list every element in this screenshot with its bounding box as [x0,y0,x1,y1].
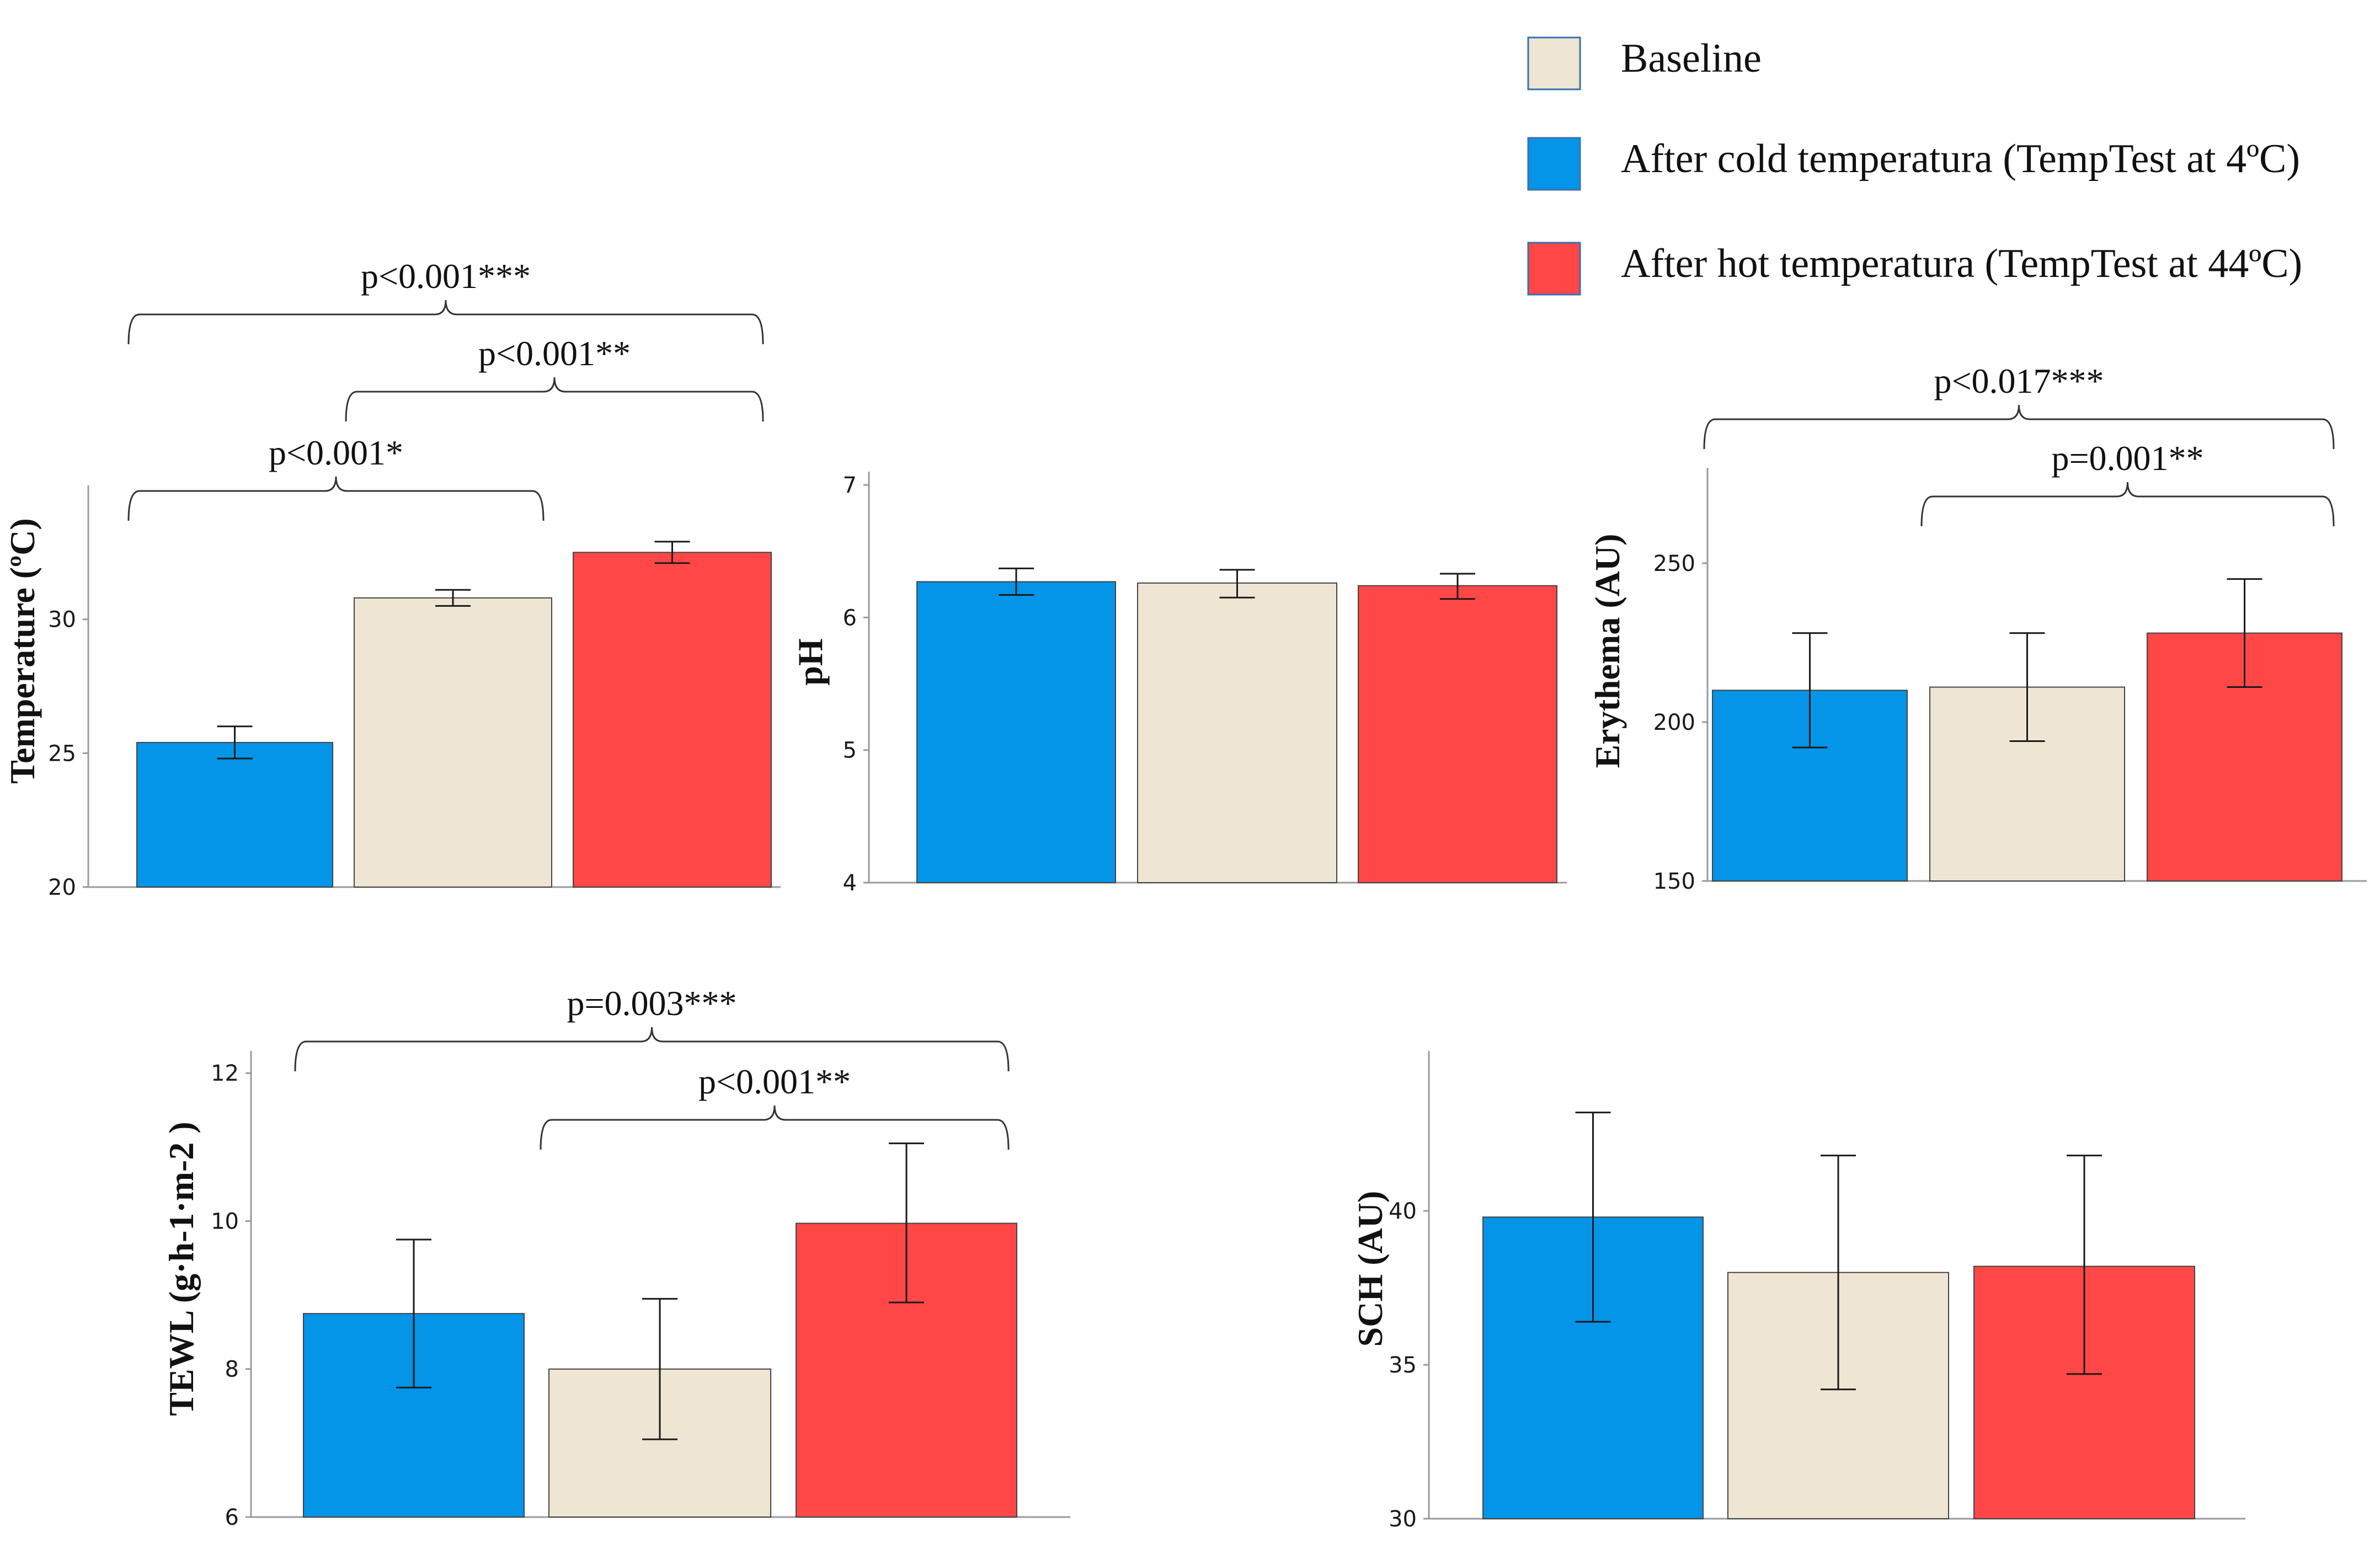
temperature-tick-label: 30 [48,607,76,633]
temperature-bar [136,741,333,888]
ph-bar [916,581,1116,884]
tewl-tick-label: 12 [211,1061,239,1086]
sch-y-label: SCH (AU) [1351,1191,1390,1347]
temperature-significance-brace [127,300,764,345]
ph-bar [1137,582,1337,883]
temperature-significance-label: p<0.001* [269,433,403,472]
ph-tick-label: 5 [843,738,857,763]
legend-swatch-cold [1527,137,1581,191]
sch-tick-label: 35 [1389,1353,1417,1378]
temperature-significance-brace [345,377,764,422]
ph-tick-label: 4 [843,871,857,896]
ph-y-label: pH [791,638,830,685]
tewl-tick-label: 8 [225,1357,239,1382]
erythema-tick-label: 250 [1653,551,1695,576]
legend-swatch-baseline [1527,36,1581,90]
temperature-significance-brace [127,476,545,521]
ph-bar [1358,585,1557,883]
legend: Baseline After cold temperatura (TempTes… [1527,36,2302,296]
tewl-tick-label: 6 [225,1505,239,1530]
legend-label-cold: After cold temperatura (TempTest at 4ºC) [1621,136,2300,181]
temperature-tick-label: 25 [48,741,76,766]
legend-item-baseline: Baseline [1527,36,1762,90]
legend-label-hot: After hot temperatura (TempTest at 44ºC) [1621,241,2302,286]
erythema-significance-brace [1920,482,2335,527]
sch-tick-label: 40 [1389,1199,1417,1224]
sch-tick-label: 30 [1389,1507,1417,1532]
tewl-tick-label: 10 [211,1209,239,1234]
erythema-significance-brace [1703,404,2335,450]
erythema-tick-label: 150 [1653,869,1695,894]
temperature-significance-label: p<0.001** [478,334,631,373]
erythema-tick-label: 200 [1653,710,1695,735]
temperature-bar [573,552,772,888]
chart-erythema: 150 200 250 Erythema (AU) p<0.017*** p=0.001*… [1588,361,2367,894]
tewl-significance-brace [294,1027,1010,1072]
tewl-significance-label: p=0.003*** [567,984,737,1023]
erythema-y-label: Erythema (AU) [1588,534,1627,768]
tewl-y-label: TEWL (g·h-1·m-2 ) [162,1122,201,1416]
chart-tewl: 6 8 10 12 TEWL (g·h-1·m-2 ) p=0.003*** p<0.001… [162,984,1070,1530]
temperature-bar [354,597,552,888]
erythema-significance-label: p<0.017*** [1934,361,2104,400]
tewl-significance-label: p<0.001** [698,1062,851,1101]
tewl-significance-brace [540,1105,1010,1150]
erythema-significance-label: p=0.001** [2051,439,2203,478]
ph-tick-label: 7 [843,473,857,498]
legend-item-hot: After hot temperatura (TempTest at 44ºC) [1527,241,2302,296]
chart-ph: 4 5 6 7 pH [791,472,1567,896]
legend-swatch-hot [1527,242,1581,296]
temperature-tick-label: 20 [48,875,76,900]
temperature-y-label: Temperature (ºC) [3,518,42,783]
legend-label-baseline: Baseline [1621,36,1762,81]
legend-item-cold: After cold temperatura (TempTest at 4ºC) [1527,136,2300,191]
temperature-significance-label: p<0.001*** [361,257,531,296]
ph-tick-label: 6 [843,605,857,631]
